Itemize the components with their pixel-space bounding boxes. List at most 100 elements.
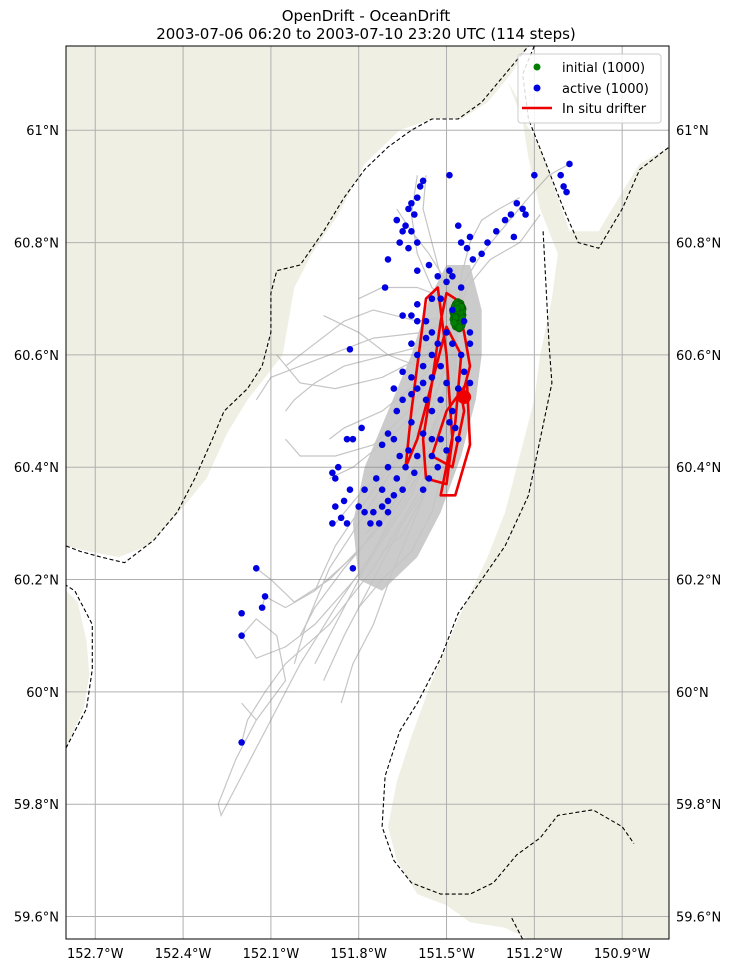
- active-point: [413, 267, 421, 274]
- active-point: [411, 211, 418, 218]
- y-tick-label-left: 60.4°N: [14, 461, 59, 476]
- active-point: [466, 233, 474, 241]
- active-point: [419, 362, 427, 370]
- y-tick-label-left: 59.8°N: [14, 798, 59, 813]
- active-point: [399, 368, 406, 376]
- active-point: [560, 183, 567, 190]
- x-tick-label: 152.4°W: [155, 947, 212, 962]
- y-tick-label-left: 60.2°N: [14, 574, 59, 589]
- active-point: [454, 385, 462, 392]
- active-point: [367, 520, 374, 527]
- active-point: [413, 452, 421, 460]
- active-point: [413, 385, 421, 392]
- active-point: [408, 340, 415, 347]
- active-point: [446, 171, 453, 179]
- active-point: [446, 267, 453, 274]
- active-points-layer: [238, 160, 573, 746]
- active-point: [449, 340, 456, 347]
- active-point: [358, 424, 365, 432]
- active-point: [413, 351, 421, 359]
- active-point: [466, 329, 474, 336]
- active-point: [460, 317, 468, 325]
- particle-trajectory: [323, 315, 459, 367]
- active-point: [531, 171, 538, 179]
- active-point: [449, 306, 456, 314]
- legend-box: [517, 53, 662, 124]
- x-tick-label: 150.9°W: [594, 947, 651, 962]
- legend-initial-marker: [533, 63, 541, 71]
- particle-trajectory: [340, 315, 459, 704]
- particle-trajectory: [329, 315, 459, 440]
- active-point: [507, 211, 515, 218]
- legend: initial (1000) active (1000) In situ dri…: [517, 53, 662, 124]
- active-point: [457, 351, 465, 359]
- active-point: [478, 250, 485, 258]
- drifter-track: [404, 286, 472, 497]
- particle-trajectory: [255, 315, 459, 401]
- active-point: [513, 199, 521, 207]
- active-point: [428, 351, 436, 359]
- active-point: [434, 463, 442, 471]
- active-point: [408, 312, 415, 319]
- active-point: [484, 239, 491, 246]
- x-tick-label: 151.5°W: [418, 947, 475, 962]
- x-tick-label: 151.8°W: [330, 947, 387, 962]
- active-point: [460, 368, 468, 376]
- active-point: [419, 379, 427, 387]
- y-tick-labels: 59.6°N 59.6°N 59.8°N 59.8°N 60°N 60°N 60.2°N 60…: [14, 124, 721, 925]
- active-point: [519, 205, 526, 213]
- active-point: [434, 340, 442, 347]
- active-point: [425, 261, 433, 269]
- particle-trajectory: [240, 315, 459, 721]
- drifter-end-marker: [457, 390, 472, 405]
- active-point: [337, 514, 345, 522]
- active-point: [443, 379, 450, 387]
- active-point: [390, 435, 398, 443]
- active-point: [425, 475, 433, 482]
- active-point: [343, 435, 351, 443]
- legend-active-marker: [533, 84, 541, 92]
- y-tick-label-left: 59.6°N: [14, 911, 59, 926]
- active-point: [378, 441, 386, 449]
- legend-active-label: active (1000): [562, 82, 649, 97]
- active-point: [422, 317, 430, 325]
- active-point: [492, 228, 500, 235]
- active-point: [393, 216, 401, 224]
- particle-trajectory: [381, 315, 459, 552]
- x-tick-label: 151.2°W: [506, 947, 563, 962]
- y-tick-label-left: 60.8°N: [14, 237, 59, 252]
- active-point: [428, 329, 436, 336]
- active-point: [457, 284, 465, 291]
- active-point: [413, 194, 421, 201]
- boundary-line: [66, 584, 93, 749]
- active-point: [390, 385, 398, 392]
- chart-subtitle: 2003-07-06 06:20 to 2003-07-10 23:20 UTC…: [156, 25, 576, 43]
- active-point: [384, 430, 392, 437]
- legend-drifter-label: In situ drifter: [562, 102, 647, 117]
- active-point: [349, 565, 357, 572]
- active-point: [390, 492, 398, 499]
- boundary-line: [381, 231, 635, 895]
- active-point: [261, 593, 269, 600]
- active-point: [422, 396, 430, 404]
- active-point: [428, 295, 436, 303]
- legend-initial-label: initial (1000): [562, 61, 645, 76]
- land-polygon: [388, 46, 669, 939]
- active-point: [399, 396, 406, 404]
- active-point: [437, 295, 444, 303]
- initial-points-layer: [449, 298, 467, 333]
- active-point: [384, 497, 392, 505]
- active-point: [334, 463, 342, 471]
- y-tick-label-left: 60°N: [26, 686, 59, 701]
- active-point: [372, 475, 380, 482]
- active-point: [384, 463, 392, 471]
- particle-trajectory: [314, 315, 459, 592]
- active-point: [238, 739, 245, 746]
- active-point: [402, 463, 409, 471]
- active-point: [522, 211, 529, 218]
- active-point: [252, 565, 260, 572]
- drifter-layer: [404, 286, 472, 497]
- active-point: [463, 244, 471, 252]
- y-tick-label-right: 60.6°N: [676, 349, 721, 364]
